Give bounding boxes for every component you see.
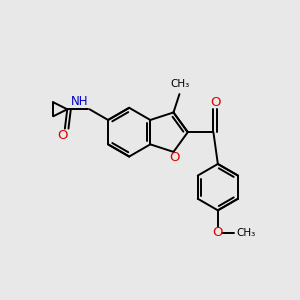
Text: O: O — [213, 226, 223, 239]
Text: CH₃: CH₃ — [170, 79, 190, 89]
Text: O: O — [211, 96, 221, 109]
Text: O: O — [57, 129, 68, 142]
Text: CH₃: CH₃ — [237, 228, 256, 238]
Text: O: O — [169, 151, 180, 164]
Text: NH: NH — [70, 95, 88, 108]
